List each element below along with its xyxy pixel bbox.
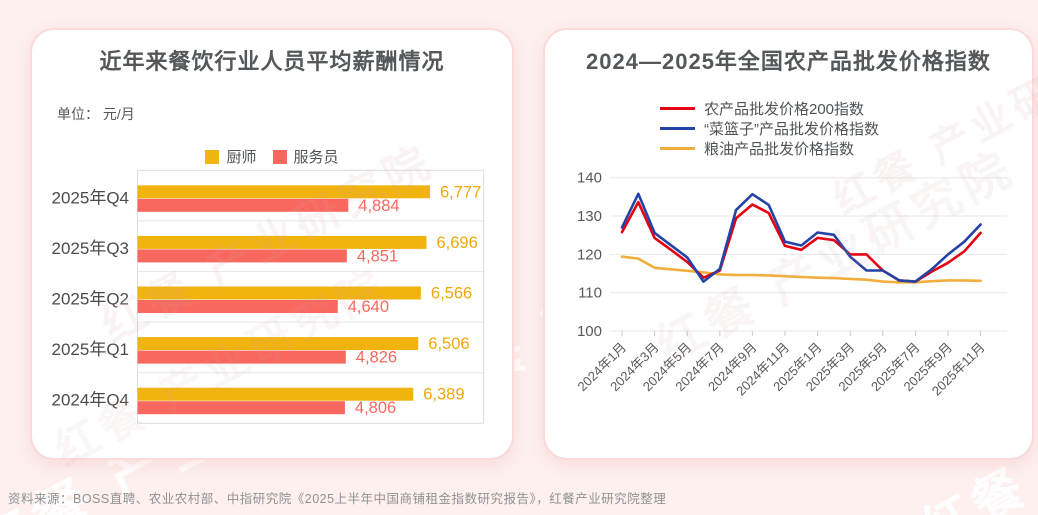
bar-waiter xyxy=(137,401,345,415)
bar-value-label-waiter: 4,826 xyxy=(356,349,397,367)
category-label: 2025年Q1 xyxy=(52,340,130,359)
unit-label: 单位： 元/月 xyxy=(57,106,135,122)
category-label: 2025年Q2 xyxy=(52,290,130,309)
bar-value-label-chef: 6,506 xyxy=(428,335,469,353)
series-line-1 xyxy=(620,192,982,283)
line-chart-legend: 农产品批发价格200指数 “菜篮子”产品批发价格指数 粮油产品批发价格指数 xyxy=(660,98,879,158)
category-label: 2024年Q4 xyxy=(52,391,130,410)
blue-line-swatch xyxy=(660,126,695,130)
line-chart-title: 2024—2025年全国农产品批发价格指数 xyxy=(586,49,991,74)
legend-item-basket-index: “菜篮子”产品批发价格指数 xyxy=(660,118,879,138)
bar-chart-svg: 2025年Q4 6,777 4,884 2025年Q3 6,696 4,851 2025年Q… xyxy=(52,169,485,424)
waiter-legend-swatch xyxy=(272,149,287,164)
bar-value-label-waiter: 4,640 xyxy=(348,298,389,316)
y-axis-label: 100 xyxy=(577,323,602,340)
bar-value-label-waiter: 4,851 xyxy=(357,247,398,265)
bar-value-label-waiter: 4,806 xyxy=(355,399,396,417)
bar-value-label-chef: 6,566 xyxy=(431,285,472,303)
bar-value-label-chef: 6,777 xyxy=(440,183,481,201)
series-line-2 xyxy=(620,255,982,284)
bar-chart-title: 近年来餐饮行业人员平均薪酬情况 xyxy=(99,49,445,74)
bar-chef xyxy=(137,286,421,300)
bar-waiter xyxy=(137,198,349,212)
salary-bar-chart-card: 近年来餐饮行业人员平均薪酬情况 单位： 元/月 厨师 服务员 2025年Q4 6,… xyxy=(30,28,514,460)
yellow-line-swatch xyxy=(660,146,695,150)
bar-chef xyxy=(137,337,419,351)
source-note: 资料来源：BOSS直聘、农业农村部、中指研究院《2025上半年中国商铺租金指数研… xyxy=(8,492,667,506)
line-chart-svg: 1401301201101002024年1月2024年3月2024年5月2024… xyxy=(575,170,1007,399)
waiter-legend-label: 服务员 xyxy=(293,149,339,166)
y-axis-label: 140 xyxy=(577,170,602,187)
bar-waiter xyxy=(137,300,338,313)
bar-value-label-chef: 6,389 xyxy=(423,386,464,404)
yellow-line-label: 粮油产品批发价格指数 xyxy=(704,140,855,158)
bar-chart-legend: 厨师 服务员 xyxy=(32,146,512,167)
y-axis-label: 120 xyxy=(577,246,602,263)
bar-value-label-chef: 6,696 xyxy=(437,234,478,252)
bar-value-label-waiter: 4,884 xyxy=(358,197,399,215)
red-line-label: 农产品批发价格200指数 xyxy=(704,100,865,118)
bar-waiter xyxy=(137,249,347,263)
blue-line-label: “菜篮子”产品批发价格指数 xyxy=(704,120,879,138)
y-axis-label: 110 xyxy=(578,285,602,302)
bar-chef xyxy=(137,235,427,249)
price-index-line-chart-card: 2024—2025年全国农产品批发价格指数 农产品批发价格200指数 “菜篮子”… xyxy=(543,28,1034,460)
legend-item-grain-index: 粮油产品批发价格指数 xyxy=(660,138,879,158)
chef-legend-label: 厨师 xyxy=(226,149,257,166)
category-label: 2025年Q3 xyxy=(52,239,130,258)
category-label: 2025年Q4 xyxy=(52,188,130,207)
bar-waiter xyxy=(137,350,346,364)
bar-chef xyxy=(137,387,414,401)
y-axis-label: 130 xyxy=(577,208,602,225)
chef-legend-swatch xyxy=(205,149,220,164)
legend-item-waiter: 服务员 xyxy=(272,146,339,167)
legend-item-200-index: 农产品批发价格200指数 xyxy=(660,98,879,118)
bar-chef xyxy=(137,185,430,199)
legend-item-chef: 厨师 xyxy=(205,146,257,167)
red-line-swatch xyxy=(660,106,695,110)
